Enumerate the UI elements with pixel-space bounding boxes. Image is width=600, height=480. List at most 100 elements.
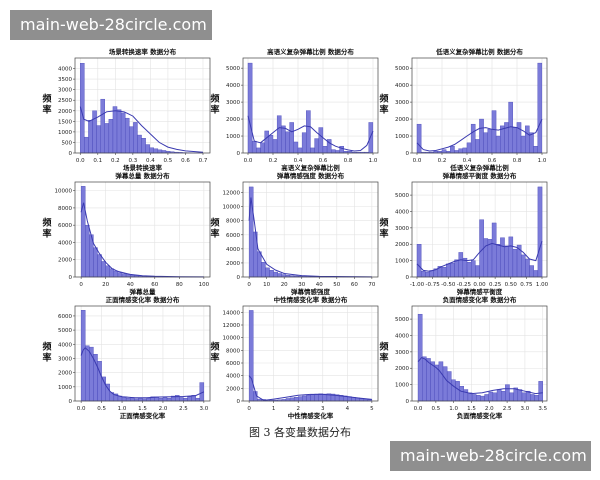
y-tick-label: 2000 xyxy=(58,109,72,115)
y-tick-label: 0 xyxy=(237,275,241,281)
histogram-bar xyxy=(537,186,543,278)
kde-curve xyxy=(416,118,543,152)
x-axis-label: 低语义复杂弹幕比例 xyxy=(449,163,509,172)
y-tick-label: 2000 xyxy=(58,258,72,264)
histogram-bar xyxy=(281,125,286,154)
y-tick-label: 14000 xyxy=(223,310,241,316)
histogram-bar xyxy=(483,238,489,278)
histogram-bar xyxy=(120,112,126,154)
histogram-bar xyxy=(124,117,130,154)
histogram-bar xyxy=(434,364,440,402)
histogram-bar xyxy=(483,132,488,154)
kde-curve xyxy=(247,115,374,152)
x-tick-label: -0.25 xyxy=(457,282,472,288)
y-tick-label: 5000 xyxy=(395,317,409,323)
watermark-bottom: main-web-28circle.com xyxy=(390,441,591,471)
histogram-bar xyxy=(133,122,138,154)
histogram-bar xyxy=(322,146,328,154)
histogram-bar xyxy=(504,245,509,278)
x-tick-label: 1.0 xyxy=(369,158,378,164)
histogram-bar xyxy=(534,395,539,402)
histogram-bar xyxy=(285,398,291,402)
x-tick-label: 3 xyxy=(321,406,325,412)
y-tick-label: 5000 xyxy=(226,66,240,72)
histogram-bar xyxy=(85,345,90,402)
x-axis-label: 弹幕情感平衡度 xyxy=(457,287,503,296)
histogram-bar xyxy=(195,397,200,402)
histogram-bar xyxy=(153,148,159,154)
histogram-bar xyxy=(293,397,299,402)
histogram-bar xyxy=(93,247,98,278)
histogram-bar xyxy=(141,138,146,154)
x-tick-label: 0.4 xyxy=(146,158,155,164)
histogram-bar xyxy=(517,389,523,402)
y-tick-label: 2000 xyxy=(395,366,409,372)
histogram-bar xyxy=(298,396,303,402)
histogram-bar xyxy=(505,384,510,402)
axes-frame xyxy=(242,181,379,278)
x-tick-label: -1.00 xyxy=(410,282,425,288)
x-tick-label: 0.4 xyxy=(463,158,472,164)
x-tick-label: 0.0 xyxy=(244,158,253,164)
x-tick-label: 1 xyxy=(272,406,276,412)
histogram-bar xyxy=(458,148,463,154)
x-tick-label: 80 xyxy=(176,282,183,288)
axes-frame xyxy=(411,57,548,154)
y-tick-label: 3000 xyxy=(395,350,409,356)
histogram-bar xyxy=(475,265,480,278)
x-tick-label: 0 xyxy=(247,282,251,288)
y-tick-label: 3500 xyxy=(58,77,72,83)
x-tick-label: 0.5 xyxy=(97,406,106,412)
axes-frame xyxy=(411,305,548,402)
y-tick-label: 3000 xyxy=(226,100,240,106)
histogram-bar xyxy=(285,131,290,154)
y-tick-label: 0 xyxy=(69,151,73,157)
y-tick-label: 1000 xyxy=(226,134,240,140)
histogram-bar xyxy=(525,258,530,278)
histogram-bar xyxy=(529,265,534,278)
x-tick-label: 0.5 xyxy=(164,158,173,164)
histogram-bar xyxy=(487,129,493,154)
figure-caption: 图 3 各变量数据分布 xyxy=(249,425,351,439)
histogram-bar xyxy=(166,397,172,402)
y-axis-label: 频率 xyxy=(379,341,388,364)
y-tick-label: 4000 xyxy=(58,240,72,246)
chart-panel: 0.0 0.5 1.0 1.5 2.0 2.5 3.0 3.5 0 1000 2000 3000 400… xyxy=(379,295,547,420)
x-axis-label: 负面情感变化率 xyxy=(457,411,503,420)
histogram-bar xyxy=(488,391,494,402)
kde-curve xyxy=(248,197,372,278)
histogram-bar xyxy=(538,381,543,402)
y-axis-label: 频率 xyxy=(210,217,219,240)
y-axis-label: 频率 xyxy=(42,217,51,240)
x-axis-label: 正面情感变化率 xyxy=(120,411,166,420)
histogram-bar xyxy=(84,136,89,154)
y-tick-label: 4000 xyxy=(226,374,240,380)
kde-curve xyxy=(80,347,205,399)
histogram-bar xyxy=(508,236,514,278)
x-tick-label: 1.0 xyxy=(449,406,458,412)
plot-area xyxy=(243,306,378,401)
y-tick-label: 500 xyxy=(62,140,73,146)
chart-grid: 0.0 0.1 0.2 0.3 0.4 0.5 0.6 0.70500100015002000… xyxy=(42,47,548,420)
y-axis-label: 频率 xyxy=(42,93,51,116)
chart-title: 中性情感变化率 数据分布 xyxy=(274,295,348,304)
axes-frame xyxy=(74,181,211,278)
y-tick-label: 0 xyxy=(69,399,73,405)
y-tick-label: 0 xyxy=(237,151,241,157)
histogram-bar xyxy=(430,361,435,402)
chart-title: 弹幕情感平衡度 数据分布 xyxy=(443,171,517,180)
y-tick-label: 3000 xyxy=(395,226,409,232)
histogram-bar xyxy=(149,147,154,154)
y-tick-label: 6000 xyxy=(58,223,72,229)
histogram-bar xyxy=(289,397,295,402)
chart-panel: -1.00 -0.75 -0.50 -0.25 0.00 0.25 0.50 0.75 1.00… xyxy=(379,171,548,296)
histogram-bar xyxy=(113,270,119,278)
histogram-bar xyxy=(331,149,336,154)
histogram-bar xyxy=(261,262,266,278)
histogram-bar xyxy=(512,127,518,154)
x-tick-label: 4 xyxy=(346,406,350,412)
x-tick-label: 0.0 xyxy=(76,158,85,164)
x-tick-label: 60 xyxy=(151,282,158,288)
histogram-bar xyxy=(368,122,374,154)
histogram-bar xyxy=(187,396,192,402)
